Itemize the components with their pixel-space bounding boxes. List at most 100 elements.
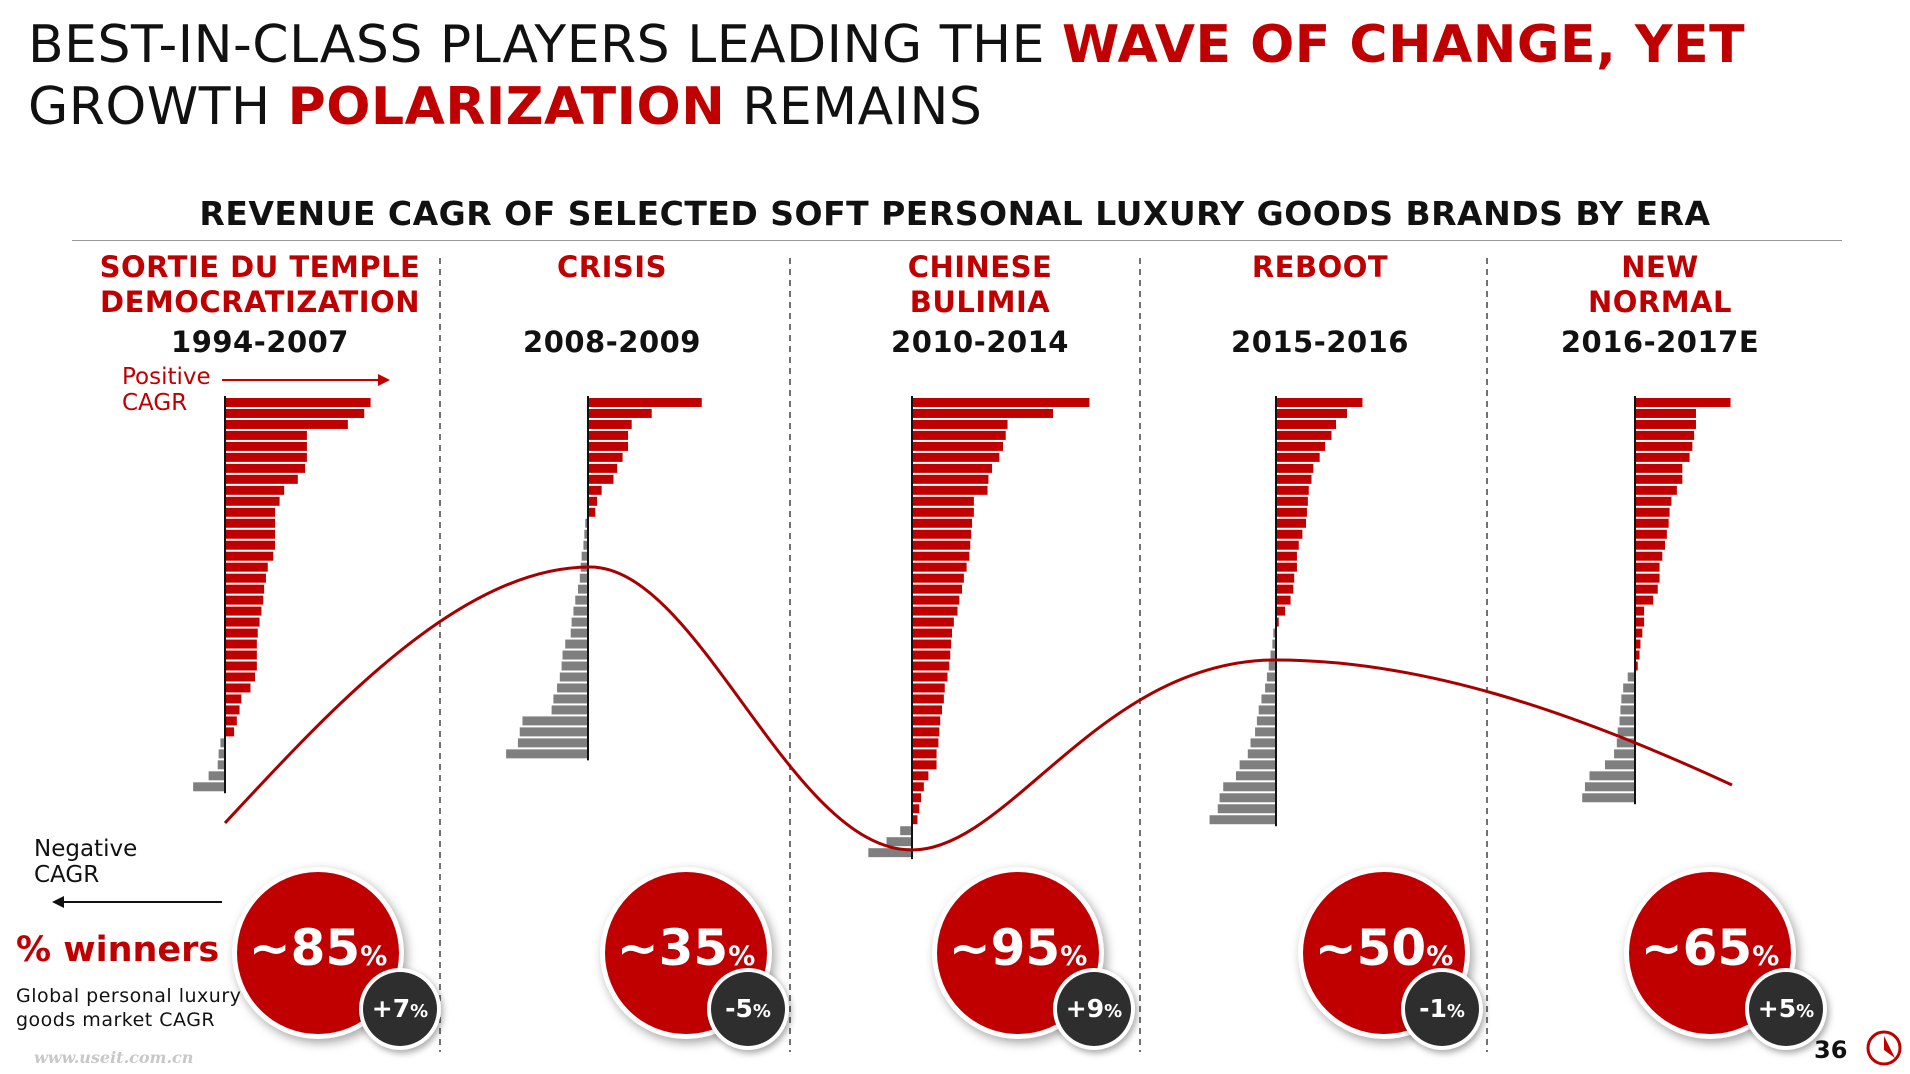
market-cagr-badge: +7% — [363, 972, 437, 1046]
brand-bar — [1635, 441, 1693, 451]
brand-bar — [220, 738, 225, 748]
brand-bar — [912, 398, 1090, 407]
era-years: 2015-2016 — [1231, 325, 1409, 359]
brand-bar — [225, 507, 276, 517]
era-header: REBOOT 2015-2016 — [1140, 250, 1500, 360]
brand-bar — [225, 672, 256, 682]
winners-value: ~85% — [237, 918, 399, 987]
page-number: 36 — [1814, 1036, 1848, 1064]
negative-cagr-label: Negative CAGR — [34, 836, 138, 888]
market-cagr-value: +7 — [371, 994, 411, 1023]
market-cagr-label: Global personal luxury goods market CAGR — [16, 985, 242, 1031]
brand-bar — [1635, 639, 1641, 649]
era-header: CRISIS 2008-2009 — [432, 250, 792, 360]
brand-bar — [912, 474, 989, 484]
brand-bar — [1635, 584, 1658, 594]
positive-cagr-label: Positive CAGR — [122, 364, 211, 416]
brand-bar — [1276, 452, 1320, 462]
brand-bar — [912, 573, 964, 583]
brand-bar — [1276, 584, 1294, 594]
brand-bar — [1635, 595, 1654, 605]
brand-bar — [225, 584, 265, 594]
chart-title: REVENUE CAGR OF SELECTED SOFT PERSONAL L… — [199, 194, 1711, 233]
winners-number: ~95 — [948, 919, 1061, 977]
brand-logo-icon — [1866, 1030, 1902, 1066]
winners-number: ~85 — [248, 919, 361, 977]
brand-bar — [1276, 606, 1286, 616]
brand-bar — [561, 661, 588, 671]
brand-bar — [208, 771, 225, 781]
brand-bar — [217, 760, 225, 770]
brand-bar — [912, 584, 963, 594]
brand-bar — [577, 584, 588, 594]
brand-bar — [1276, 573, 1295, 583]
era-header: CHINESE BULIMIA 2010-2014 — [800, 250, 1160, 360]
market-cagr-value: -5 — [725, 994, 753, 1023]
era-name: CHINESE BULIMIA — [907, 250, 1053, 319]
brand-bar — [912, 650, 951, 660]
brand-bar — [912, 496, 974, 506]
brand-bar — [588, 398, 702, 407]
era-header: NEW NORMAL 2016-2017E — [1480, 250, 1840, 360]
brand-bar — [912, 804, 920, 814]
brand-bar — [573, 606, 588, 616]
brand-bar — [1635, 529, 1667, 539]
brand-bar — [225, 452, 307, 462]
brand-bar — [912, 727, 940, 737]
percent-sign: % — [410, 1001, 429, 1022]
brand-bar — [912, 705, 943, 715]
percent-sign: % — [1104, 1001, 1123, 1022]
brand-bar — [1268, 661, 1276, 671]
brand-bar — [1635, 474, 1683, 484]
brand-bar — [225, 617, 260, 627]
brand-bar — [588, 430, 629, 440]
brand-bar — [900, 826, 912, 836]
brand-bar — [912, 419, 1008, 429]
brand-bar — [1276, 496, 1308, 506]
brand-bar — [579, 573, 588, 583]
brand-bar — [225, 606, 262, 616]
title-divider — [72, 240, 1842, 241]
brand-bar — [225, 628, 258, 638]
brand-bar — [1276, 441, 1326, 451]
brand-bar — [1276, 430, 1332, 440]
percent-sign: % — [1752, 941, 1780, 972]
brand-bar — [912, 793, 922, 803]
era-name: CRISIS — [557, 250, 667, 284]
brand-bar — [551, 705, 588, 715]
brand-bar — [1276, 595, 1291, 605]
title-line1-highlight: WAVE OF CHANGE, YET — [1061, 15, 1746, 75]
title-line1-plain: BEST-IN-CLASS PLAYERS LEADING THE — [28, 15, 1062, 75]
brand-bar — [912, 683, 945, 693]
brand-bar — [225, 529, 276, 539]
brand-bar — [575, 595, 588, 605]
brand-bar — [1584, 782, 1635, 792]
brand-bar — [506, 749, 588, 759]
brand-bar — [225, 639, 257, 649]
brand-bar — [1256, 716, 1276, 726]
brand-bar — [1276, 617, 1279, 627]
brand-bar — [1635, 419, 1696, 429]
brand-bar — [912, 430, 1006, 440]
brand-bar — [588, 463, 618, 473]
brand-bar — [193, 782, 225, 792]
brand-bar — [912, 782, 924, 792]
brand-bar — [588, 452, 623, 462]
winners-value: ~95% — [937, 918, 1099, 987]
brand-bar — [886, 837, 912, 847]
brand-bar — [557, 683, 588, 693]
brand-bar — [1217, 804, 1276, 814]
brand-bar — [225, 540, 276, 550]
brand-bar — [1270, 650, 1276, 660]
brand-bar — [1239, 760, 1276, 770]
brand-bar — [1258, 705, 1276, 715]
brand-bar — [225, 661, 257, 671]
brand-bar — [1635, 485, 1677, 495]
brand-bar — [588, 507, 596, 517]
brand-bar — [1247, 749, 1276, 759]
brand-bar — [1635, 463, 1683, 473]
brand-bar — [225, 430, 307, 440]
market-cagr-badge: -1% — [1405, 972, 1479, 1046]
brand-bar — [868, 848, 912, 858]
percent-sign: % — [360, 941, 388, 972]
